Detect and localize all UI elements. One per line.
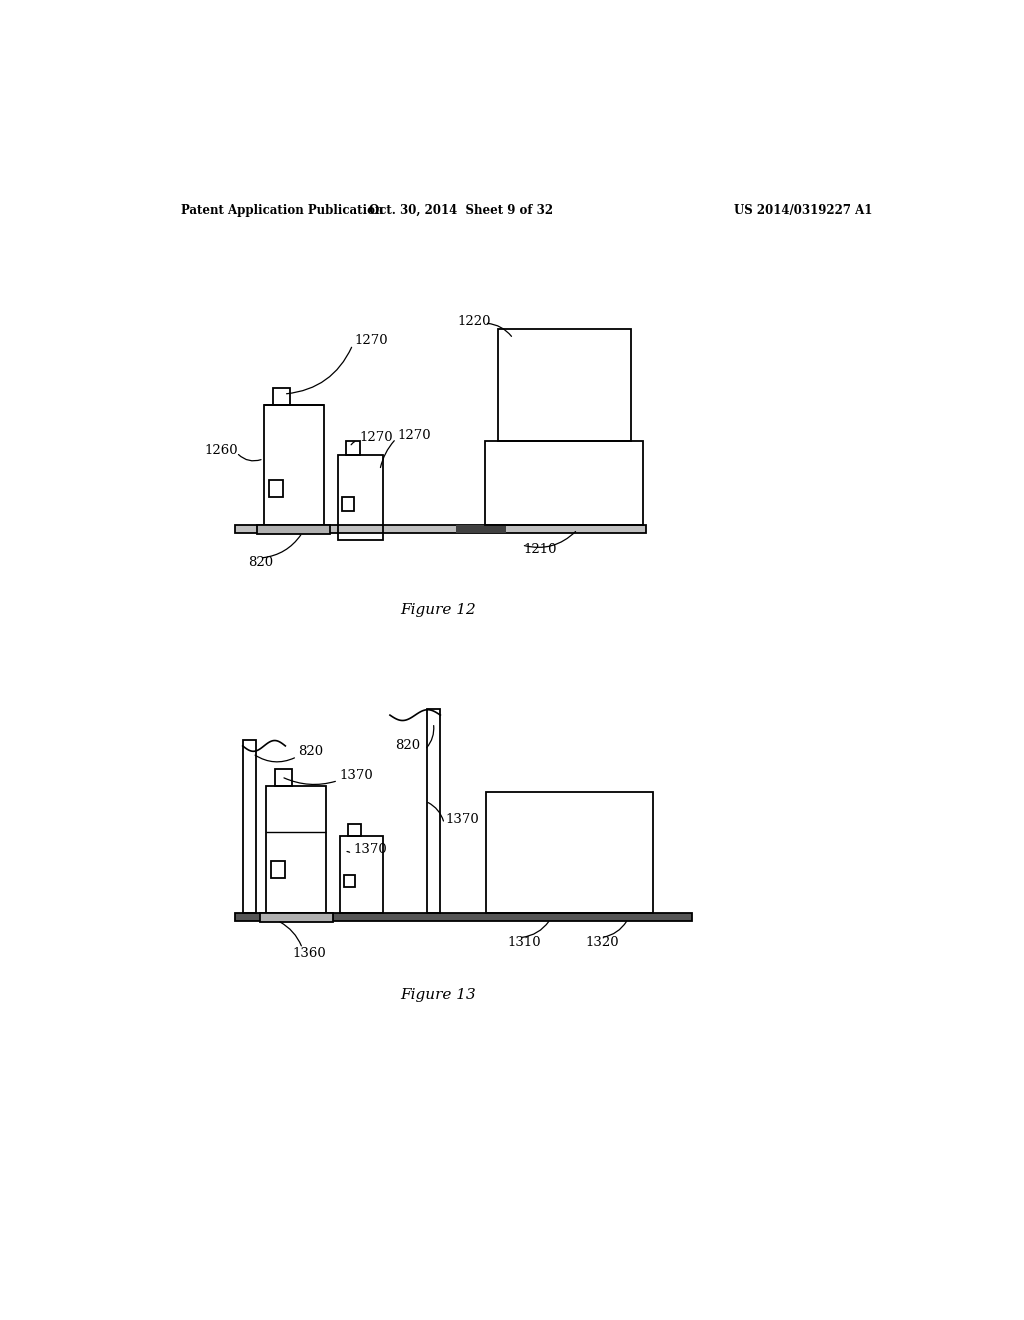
Text: 1370: 1370 (353, 843, 387, 857)
Text: 1220: 1220 (458, 315, 490, 329)
Text: 1210: 1210 (523, 543, 557, 556)
Text: 1260: 1260 (204, 445, 238, 458)
Bar (484, 441, 643, 525)
Bar (234, 525, 646, 533)
Text: 1370: 1370 (340, 770, 374, 783)
Text: Oct. 30, 2014  Sheet 9 of 32: Oct. 30, 2014 Sheet 9 of 32 (370, 205, 553, 218)
Text: 820: 820 (299, 744, 324, 758)
Bar (234, 913, 692, 921)
Text: Figure 12: Figure 12 (400, 603, 476, 618)
Bar (340, 836, 383, 913)
Bar (344, 874, 355, 887)
Text: Figure 13: Figure 13 (400, 989, 476, 1002)
Text: 1270: 1270 (397, 429, 431, 442)
Text: 820: 820 (395, 739, 421, 751)
Text: 1320: 1320 (586, 936, 618, 949)
Text: 1270: 1270 (359, 430, 392, 444)
Bar (348, 824, 360, 836)
Text: 1370: 1370 (445, 813, 479, 825)
Bar (257, 525, 331, 535)
Bar (346, 441, 359, 455)
Bar (486, 792, 652, 913)
Bar (427, 709, 440, 913)
Bar (338, 455, 383, 540)
Bar (243, 739, 256, 913)
Bar (456, 525, 506, 533)
Text: 1270: 1270 (354, 334, 388, 347)
Bar (275, 770, 292, 785)
Bar (498, 330, 631, 441)
Bar (266, 785, 327, 913)
Bar (342, 498, 354, 511)
Text: Patent Application Publication: Patent Application Publication (180, 205, 383, 218)
Text: 1310: 1310 (508, 936, 542, 949)
Bar (269, 480, 283, 498)
Text: 1360: 1360 (292, 946, 326, 960)
Bar (273, 388, 290, 405)
Text: US 2014/0319227 A1: US 2014/0319227 A1 (733, 205, 872, 218)
Bar (263, 405, 324, 525)
Bar (271, 862, 286, 878)
Bar (260, 913, 333, 923)
Text: 820: 820 (248, 556, 273, 569)
